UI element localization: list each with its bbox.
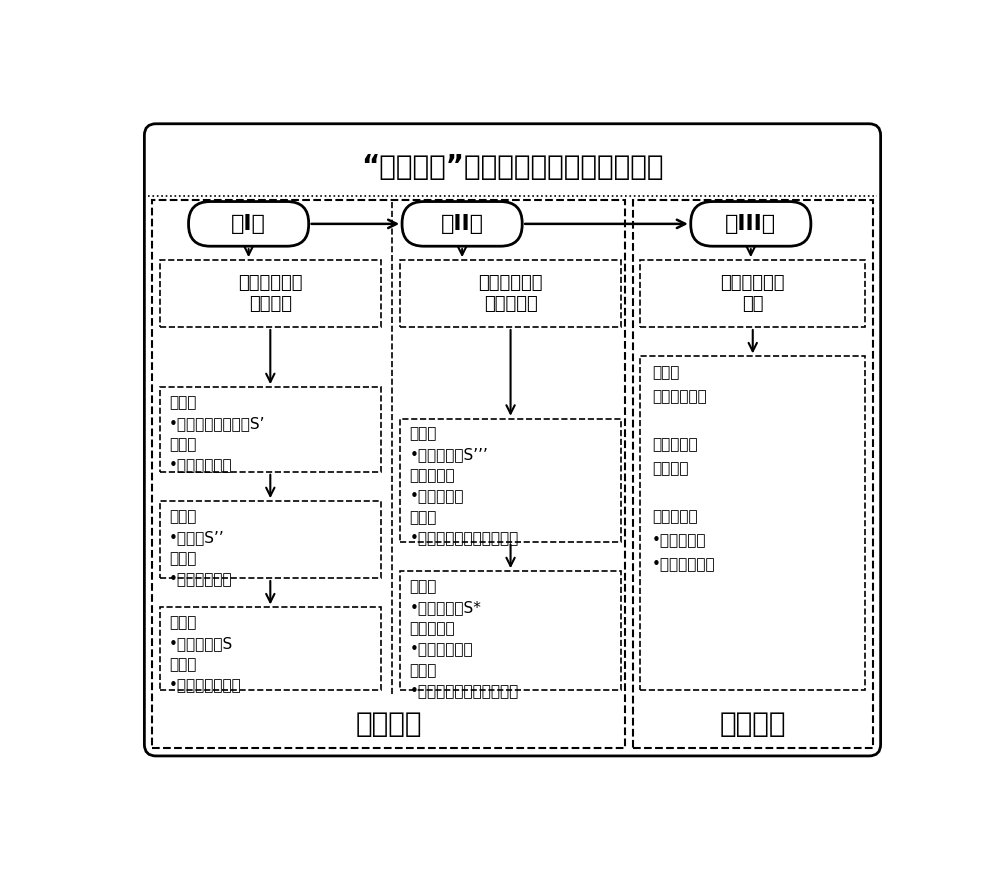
Text: 机组最优负荷
分配: 机组最优负荷 分配 xyxy=(720,274,785,313)
FancyBboxPatch shape xyxy=(402,201,522,246)
Bar xyxy=(160,387,381,472)
Text: 第III步: 第III步 xyxy=(725,214,776,234)
Bar xyxy=(400,260,621,327)
Text: 第I步: 第I步 xyxy=(231,214,266,234)
Text: 第二阶段: 第二阶段 xyxy=(720,710,786,738)
Bar xyxy=(152,200,625,748)
Text: 目标：
•全局最优解S*
求解方法：
•逐步优化算法
约束：
•机组开停机持续时间约束: 目标： •全局最优解S* 求解方法： •逐步优化算法 约束： •机组开停机持续时… xyxy=(409,579,519,699)
Bar xyxy=(633,200,873,748)
Bar xyxy=(160,501,381,578)
Bar xyxy=(160,260,381,327)
Bar xyxy=(400,419,621,542)
Text: 多时段最优开
机组合方式: 多时段最优开 机组合方式 xyxy=(478,274,543,313)
Bar xyxy=(400,571,621,691)
Text: 目标：
•所有机组组合集合S’
约束：
•开机台数约束: 目标： •所有机组组合集合S’ 约束： •开机台数约束 xyxy=(169,395,266,473)
Text: 目标：
机组最优出力

求解方法：
动态规划

主要约束：
•振动区约束
•初始水位约束: 目标： 机组最优出力 求解方法： 动态规划 主要约束： •振动区约束 •初始水位… xyxy=(652,366,716,572)
FancyBboxPatch shape xyxy=(189,201,309,246)
Bar xyxy=(640,260,865,327)
Text: 目标：
•可行域S’’
约束：
•系统负荷约束: 目标： •可行域S’’ 约束： •系统负荷约束 xyxy=(169,509,233,587)
Text: 第一阶段: 第一阶段 xyxy=(355,710,422,738)
Text: 第II步: 第II步 xyxy=(441,214,484,234)
Text: 单时段初始可
行域搜索: 单时段初始可 行域搜索 xyxy=(238,274,303,313)
Bar xyxy=(160,607,381,691)
FancyBboxPatch shape xyxy=(691,201,811,246)
Text: 目标：
•初始可行解S’’’
求解方法：
•启发式策略
约束：
•机组开停机持续时间约束: 目标： •初始可行解S’’’ 求解方法： •启发式策略 约束： •机组开停机持续… xyxy=(409,427,519,546)
Text: “一洞多机”引水式水电站短期负荷分配: “一洞多机”引水式水电站短期负荷分配 xyxy=(361,153,664,181)
Bar xyxy=(640,356,865,691)
FancyBboxPatch shape xyxy=(144,124,881,756)
Text: 目标：
•初始可行域S
约束：
•组合振动区约束: 目标： •初始可行域S 约束： •组合振动区约束 xyxy=(169,615,242,693)
